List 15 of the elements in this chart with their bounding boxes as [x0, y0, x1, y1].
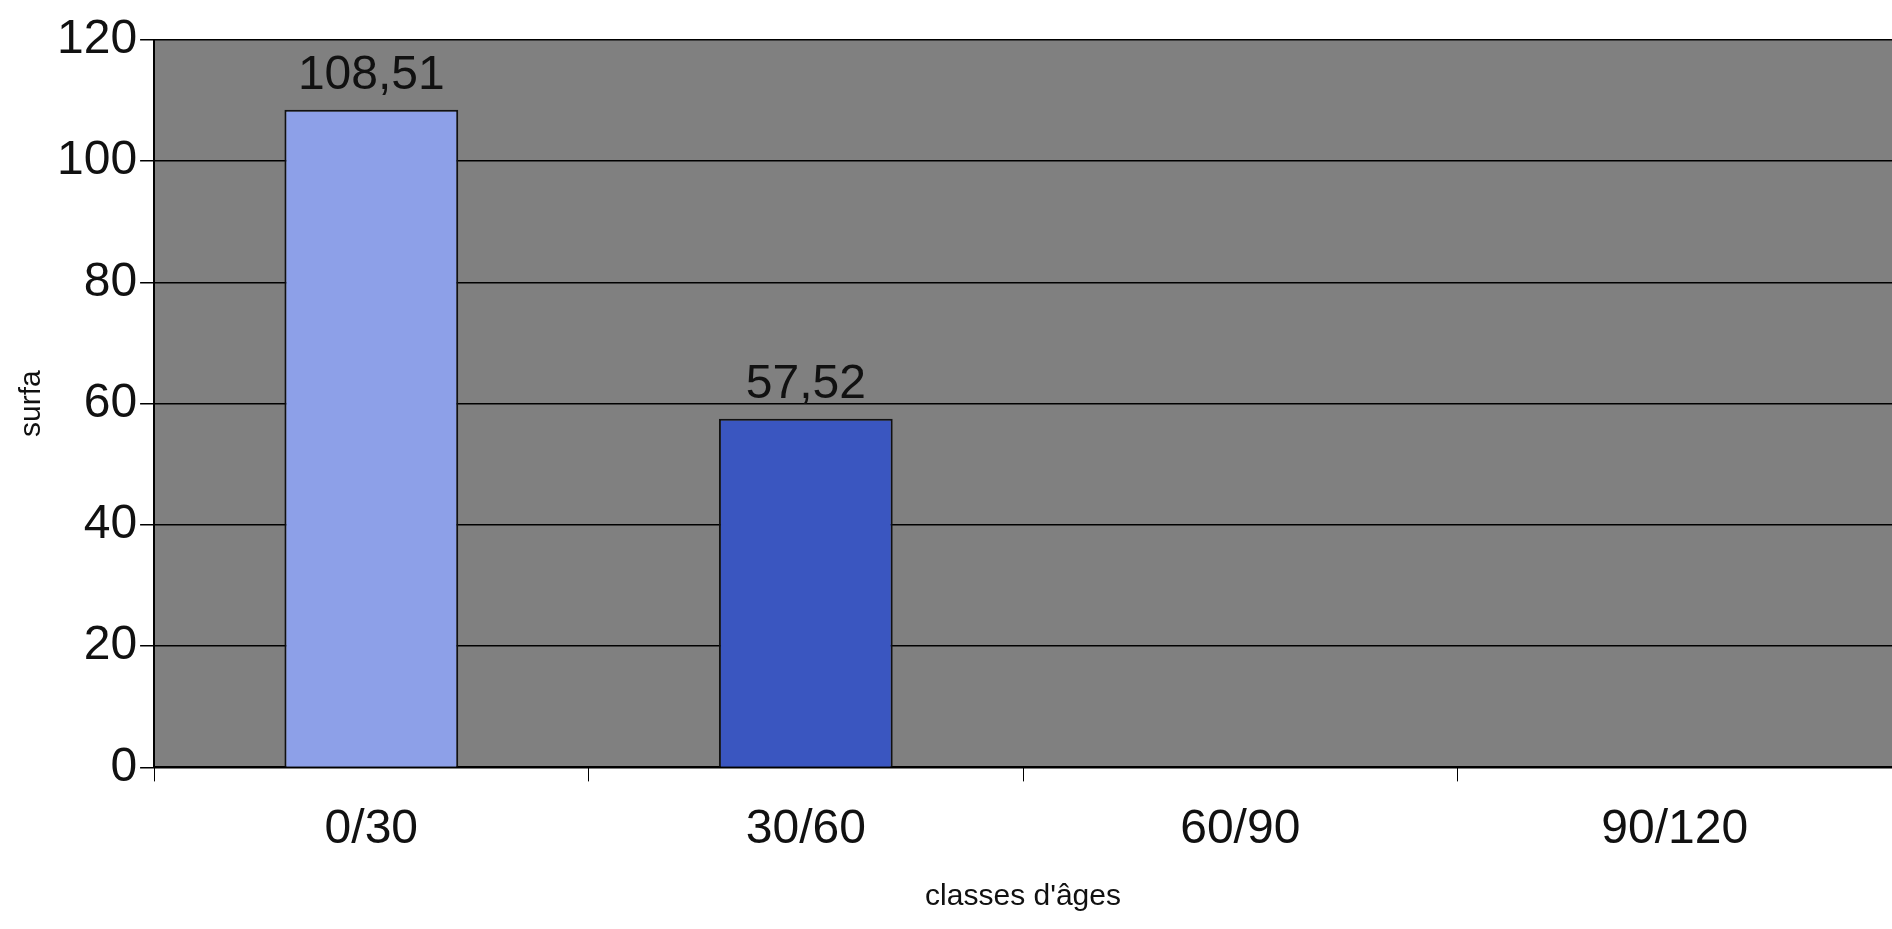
y-tick-label: 80 [83, 252, 138, 306]
x-tick-label: 30/60 [745, 800, 866, 854]
y-tick-label: 0 [110, 737, 138, 791]
x-tick-label: 90/120 [1601, 800, 1749, 854]
x-tick-label: 0/30 [324, 800, 419, 854]
y-axis-title: surfa [13, 370, 47, 438]
y-tick-label: 60 [83, 373, 138, 427]
y-tick-label: 100 [56, 131, 138, 185]
data-label: 108,51 [297, 45, 445, 99]
x-tick-label: 60/90 [1180, 800, 1301, 854]
x-axis-title: classes d'âges [925, 878, 1121, 912]
data-label: 57,52 [745, 354, 866, 408]
y-tick-label: 40 [83, 495, 138, 549]
y-tick-label: 120 [56, 10, 138, 64]
y-tick-label: 20 [83, 616, 138, 670]
